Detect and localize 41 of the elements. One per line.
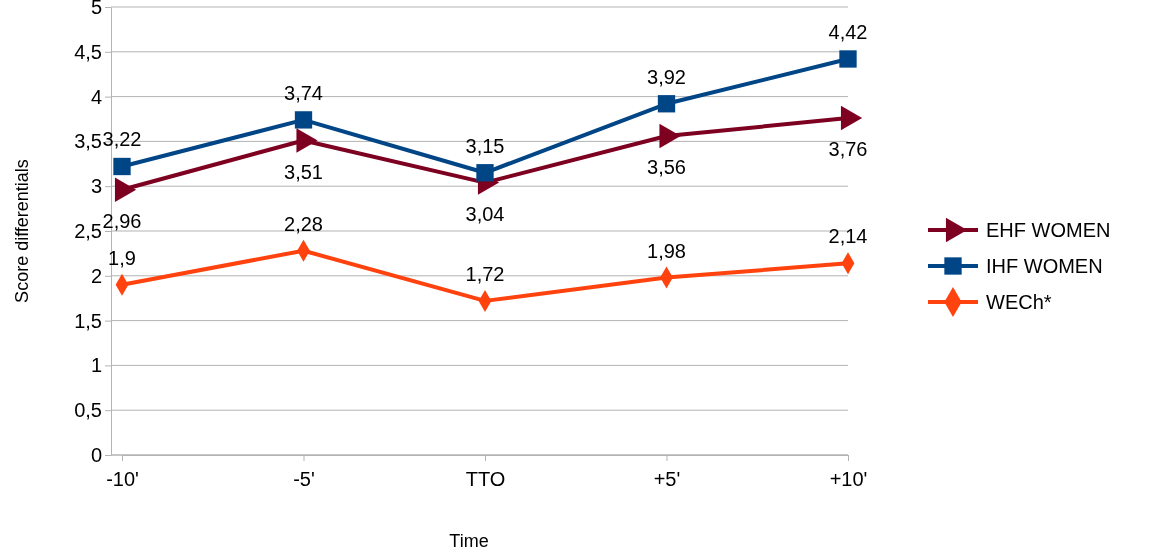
x-tick-label: +10' (829, 468, 868, 490)
x-tick-label: +5' (653, 468, 681, 490)
y-tick-label: 0 (90, 443, 102, 466)
point (476, 164, 494, 182)
y-tick-label: 3 (90, 175, 102, 198)
data-label: 3,04 (465, 202, 505, 225)
data-label: 2,96 (102, 209, 142, 232)
data-label: 3,92 (647, 65, 686, 88)
data-label: 3,22 (102, 128, 142, 151)
point (294, 111, 313, 129)
x-tick-label: -10' (106, 468, 139, 490)
point (113, 157, 131, 176)
data-label: 3,56 (647, 156, 686, 179)
data-label: 3,51 (284, 160, 323, 183)
data-label: 1,98 (647, 239, 686, 262)
y-axis-title: Score differentials (12, 159, 32, 303)
data-label: 3,76 (828, 138, 868, 161)
data-label: 2,28 (284, 212, 323, 235)
y-tick-label: 4,5 (74, 40, 102, 63)
x-tick-label: TTO (465, 468, 506, 490)
x-tick-label: -5' (293, 468, 315, 490)
y-tick-label: 2,5 (74, 219, 102, 242)
data-label: 1,9 (108, 246, 136, 269)
y-tick-label: 4 (90, 85, 102, 108)
legend-label: WECh* (986, 291, 1052, 313)
y-tick-label: 1,5 (74, 309, 102, 332)
legend-label: EHF WOMEN (986, 219, 1111, 241)
data-label: 2,14 (828, 225, 868, 248)
data-label: 4,42 (828, 20, 868, 43)
y-tick-label: 3,5 (74, 130, 102, 153)
point (839, 50, 857, 68)
y-tick-label: 2 (90, 264, 102, 287)
y-tick-label: 0,5 (74, 399, 102, 422)
y-tick-label: 5 (90, 0, 102, 18)
data-label: 3,74 (284, 81, 323, 104)
point (657, 95, 676, 113)
x-axis-title: Time (449, 531, 489, 551)
y-tick-label: 1 (90, 354, 102, 377)
legend-label: IHF WOMEN (986, 255, 1103, 277)
data-label: 1,72 (465, 262, 505, 285)
data-label: 3,15 (465, 134, 505, 157)
